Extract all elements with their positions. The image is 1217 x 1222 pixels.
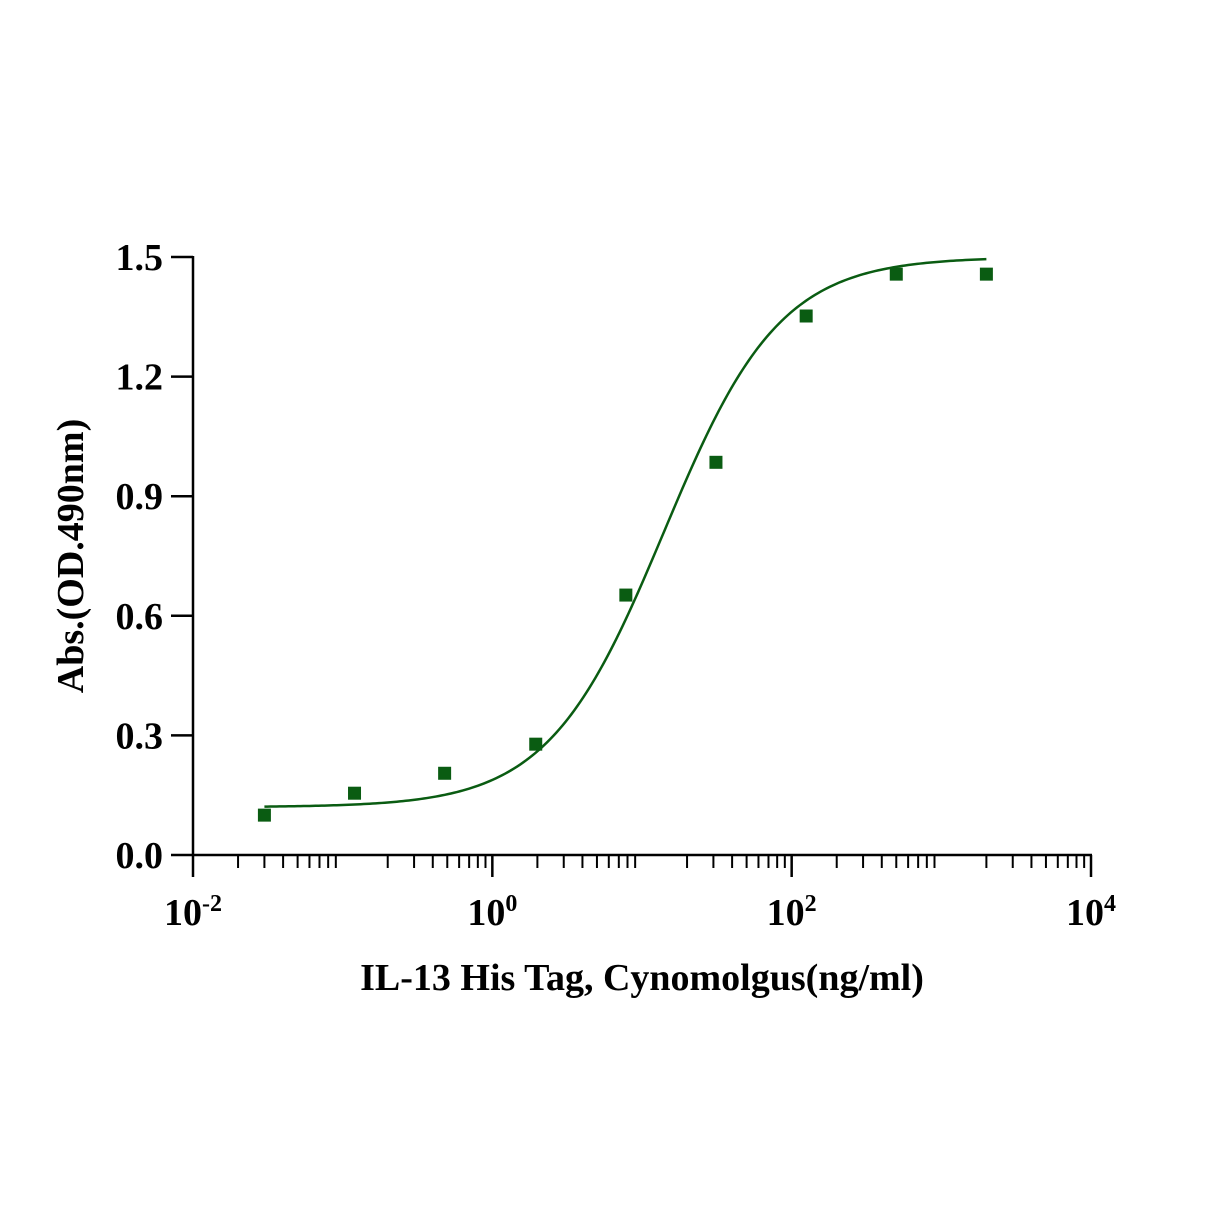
y-tick-label: 0.3	[116, 715, 164, 757]
data-point	[979, 267, 993, 281]
data-point	[709, 455, 723, 469]
data-point	[799, 309, 813, 323]
y-tick-label: 0.9	[116, 476, 164, 518]
x-tick-label: 102	[767, 891, 817, 934]
x-axis-label: IL-13 His Tag, Cynomolgus(ng/ml)	[360, 957, 924, 999]
data-point	[257, 808, 271, 822]
data-points-layer	[257, 267, 993, 822]
x-tick-label: 104	[1066, 891, 1116, 934]
y-tick-label: 0.0	[116, 835, 164, 877]
y-tick-label: 1.5	[116, 237, 164, 279]
data-point	[529, 737, 543, 751]
data-point	[438, 766, 452, 780]
data-point	[348, 786, 362, 800]
y-tick-label: 1.2	[116, 357, 164, 399]
fit-curve	[264, 257, 987, 808]
y-axis-label: Abs.(OD.490nm)	[50, 419, 92, 693]
y-tick-label: 0.6	[116, 596, 164, 638]
axes: 0.0 0.3 0.6 0.9 1.2 1.5 10-2 100 102 104	[116, 237, 1117, 934]
data-point	[619, 588, 633, 602]
fit-curve-layer	[264, 257, 987, 808]
x-tick-label: 10-2	[164, 891, 222, 934]
x-tick-label: 100	[467, 891, 517, 934]
data-point	[889, 267, 903, 281]
